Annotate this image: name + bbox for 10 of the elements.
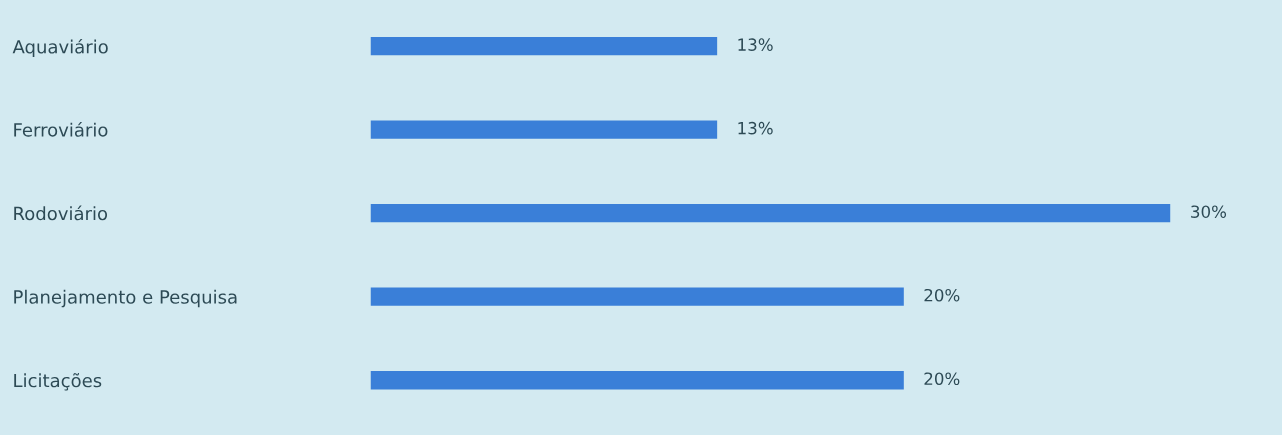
data-label: 30% xyxy=(1191,205,1227,218)
y-tick-label: Rodoviário xyxy=(14,205,108,221)
y-tick-label: Licitações xyxy=(14,373,102,391)
data-label: 13% xyxy=(738,38,773,51)
data-label: 13% xyxy=(738,121,773,135)
data-label: 20% xyxy=(924,372,960,386)
data-label: 20% xyxy=(924,288,960,302)
y-tick-label: Ferroviário xyxy=(14,122,108,137)
y-tick-label: Planejamento e Pesquisa xyxy=(14,289,237,308)
y-tick-label: Aquaviário xyxy=(12,38,108,58)
